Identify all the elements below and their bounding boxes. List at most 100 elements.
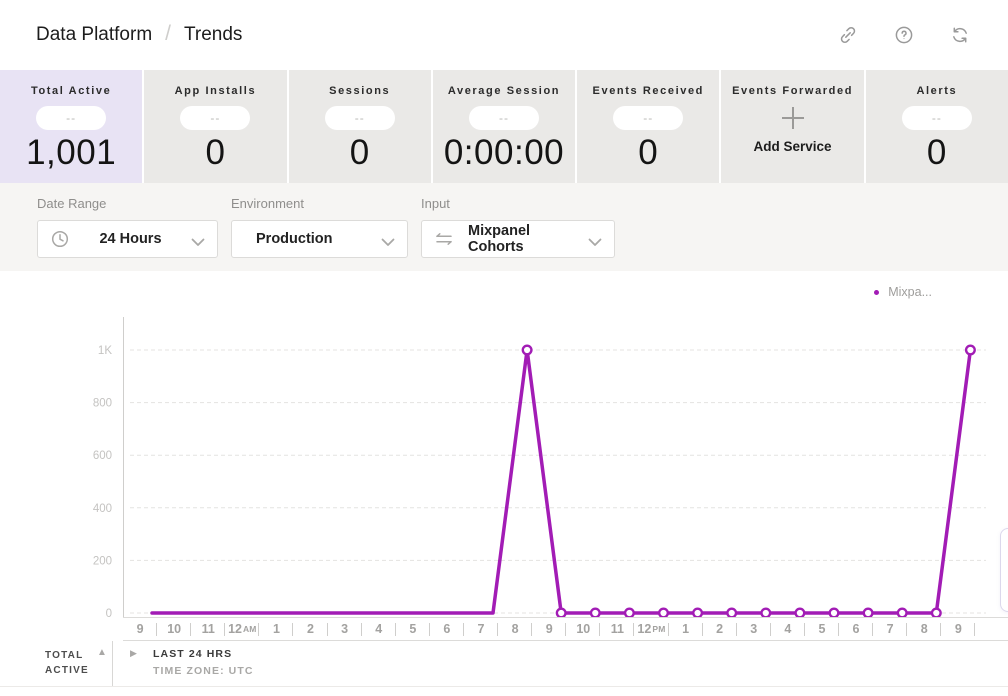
metric-card-events-received[interactable]: Events Received -- 0 (577, 70, 720, 183)
x-axis-label: 11 (191, 618, 226, 640)
svg-text:200: 200 (93, 555, 112, 567)
breadcrumb-parent[interactable]: Data Platform (36, 24, 153, 45)
x-axis-label: 7 (873, 618, 908, 640)
metrics-bar: Total Active -- 1,001 App Installs -- 0 … (0, 70, 1008, 183)
x-axis-label: 4 (771, 618, 805, 640)
header-actions (838, 25, 970, 45)
input-value: Mixpanel Cohorts (468, 223, 531, 255)
metric-label: Events Received (592, 85, 704, 97)
input-dropdown[interactable]: Mixpanel Cohorts (421, 220, 615, 258)
metric-card-alerts[interactable]: Alerts -- 0 (865, 70, 1008, 183)
x-axis-label: 8 (907, 618, 942, 640)
chevron-down-icon (588, 235, 602, 246)
legend-dot (874, 289, 880, 295)
metric-value: 0:00:00 (443, 133, 565, 172)
chevron-down-icon (381, 235, 395, 246)
footer-range-label: LAST 24 HRS (153, 648, 233, 660)
metric-label: Events Forwarded (732, 85, 854, 97)
x-axis-label: 7 (464, 618, 499, 640)
environment-dropdown[interactable]: Production (231, 220, 408, 258)
exchange-arrows-icon (434, 229, 454, 249)
metric-value: 0 (926, 133, 947, 172)
metric-value: 1,001 (26, 133, 117, 172)
filter-label: Environment (231, 196, 304, 211)
metric-label: App Installs (174, 85, 257, 97)
x-axis-label: 1 (259, 618, 294, 640)
date-range-value: 24 Hours (99, 231, 162, 247)
x-axis-label: 6 (839, 618, 874, 640)
footer-timezone-label: TIME ZONE: UTC (153, 665, 254, 677)
line-chart-plot: 1K 800 600 400 200 0 (93, 317, 986, 617)
metric-value: 0 (205, 133, 226, 172)
metric-card-sessions[interactable]: Sessions -- 0 (288, 70, 431, 183)
metric-label: Alerts (916, 85, 958, 97)
clock-icon (50, 229, 70, 249)
x-axis-label: 2 (293, 618, 328, 640)
metric-value: 0 (638, 133, 659, 172)
x-axis-label: 9 (532, 618, 567, 640)
metric-badge: -- (324, 106, 395, 130)
metric-card-app-installs[interactable]: App Installs -- 0 (144, 70, 287, 183)
add-service-button[interactable]: Add Service (753, 139, 832, 154)
metric-card-total-active[interactable]: Total Active -- 1,001 (0, 70, 143, 183)
expand-row-icon[interactable]: ▶ (130, 648, 137, 658)
x-axis-label: 8 (498, 618, 533, 640)
help-icon[interactable] (894, 25, 914, 45)
svg-text:600: 600 (93, 450, 112, 462)
x-axis-label: 12 AM (225, 618, 260, 640)
breadcrumb-separator: / (165, 22, 171, 45)
date-range-dropdown[interactable]: 24 Hours (37, 220, 218, 258)
filter-bar: Date Range 24 Hours Environment Producti… (0, 183, 1008, 271)
x-axis-label: 10 (566, 618, 601, 640)
environment-value: Production (256, 231, 333, 247)
metric-label: Total Active (30, 85, 112, 97)
breadcrumb: Data Platform / Trends (36, 22, 243, 47)
filter-label: Input (421, 196, 450, 211)
x-axis-label: 12 PM (634, 618, 669, 640)
x-axis-label: 5 (805, 618, 839, 640)
x-axis-label: 9 (123, 618, 158, 640)
metric-card-events-forwarded[interactable]: Events Forwarded Add Service (721, 70, 864, 183)
plus-icon (779, 104, 807, 132)
x-axis: 9 10 11 12 AM 1 2 3 4 5 6 7 8 9 10 11 12 PM 1 2 3 4 5 6 7 8 9 (123, 617, 1008, 641)
metric-badge: -- (36, 106, 107, 130)
x-axis-label: 11 (600, 618, 635, 640)
x-axis-label: 9 (941, 618, 976, 640)
x-axis-label: 3 (737, 618, 771, 640)
footer-metric-label: TOTAL ACTIVE (45, 650, 89, 676)
chevron-down-icon (191, 235, 205, 246)
x-axis-label: 5 (396, 618, 430, 640)
svg-text:0: 0 (106, 608, 112, 617)
breadcrumb-current: Trends (184, 24, 243, 45)
chart-footer: TOTAL ACTIVE ▲ ▶ LAST 24 HRS TIME ZONE: … (0, 641, 1008, 687)
edge-peek-panel[interactable] (1000, 528, 1008, 612)
metric-badge: -- (613, 106, 684, 130)
svg-text:1K: 1K (98, 345, 112, 357)
trends-chart: Mixpa... 1K 800 600 400 200 0 9 10 11 12 AM 1 2 3 4 5 6… (0, 271, 1008, 696)
metric-badge: -- (468, 106, 539, 130)
x-axis-label: 1 (669, 618, 703, 640)
filter-label: Date Range (37, 196, 107, 211)
x-axis-label: 4 (362, 618, 396, 640)
metric-badge: -- (180, 106, 251, 130)
x-axis-label: 3 (328, 618, 362, 640)
metric-label: Average Session (447, 85, 561, 97)
legend-label: Mixpa... (888, 285, 932, 299)
x-axis-label: 10 (157, 618, 192, 640)
metric-value: 0 (349, 133, 370, 172)
sort-ascending-icon[interactable]: ▲ (97, 647, 107, 658)
x-axis-label: 2 (703, 618, 737, 640)
refresh-icon[interactable] (950, 25, 970, 45)
page-header: Data Platform / Trends (0, 0, 1008, 70)
link-icon[interactable] (838, 25, 858, 45)
x-axis-label: 6 (430, 618, 464, 640)
legend-item[interactable]: Mixpa... (874, 285, 932, 299)
filter-environment: Environment Production (231, 196, 408, 271)
filter-input: Input Mixpanel Cohorts (421, 196, 615, 271)
filter-date-range: Date Range 24 Hours (37, 196, 218, 271)
svg-text:400: 400 (93, 503, 112, 515)
metric-card-average-session[interactable]: Average Session -- 0:00:00 (432, 70, 576, 183)
footer-divider (112, 641, 113, 686)
svg-text:800: 800 (93, 398, 112, 410)
metric-label: Sessions (329, 85, 391, 97)
